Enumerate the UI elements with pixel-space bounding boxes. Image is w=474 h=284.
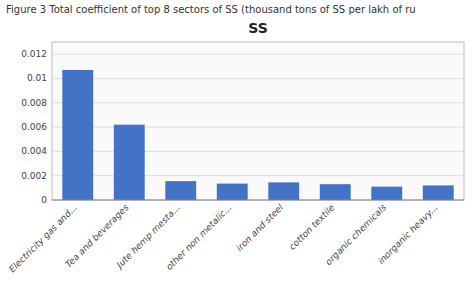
y-tick-label: 0.008	[21, 98, 47, 108]
x-axis: Electricity gas and...Tea and beveragesJ…	[7, 202, 440, 274]
bar	[423, 185, 454, 200]
x-tick-label: cotton textile	[287, 202, 337, 252]
x-tick-label: iron and steel	[234, 202, 285, 253]
chart: Figure 3 Total coefficient of top 8 sect…	[0, 0, 474, 284]
grid-line	[52, 102, 464, 103]
bar	[371, 187, 402, 200]
bar	[114, 125, 145, 200]
y-tick-label: 0.01	[27, 73, 47, 83]
bar	[268, 182, 299, 200]
y-tick-label: 0.002	[21, 171, 47, 181]
chart-container: Figure 3 Total coefficient of top 8 sect…	[0, 0, 474, 284]
x-tick-label: other non metalic...	[164, 202, 234, 272]
y-tick-label: 0.012	[21, 49, 47, 59]
subtitle: Figure 3 Total coefficient of top 8 sect…	[6, 4, 416, 15]
title: SS	[248, 20, 268, 36]
bars	[62, 70, 453, 200]
bar	[165, 181, 196, 200]
plot-frame	[52, 42, 464, 200]
y-tick-label: 0.004	[21, 146, 47, 156]
bar	[320, 184, 351, 200]
y-tick-label: 0.006	[21, 122, 47, 132]
x-tick-label: inorganic heavy...	[376, 202, 440, 266]
bar	[62, 70, 93, 200]
grid-line	[52, 200, 464, 201]
grid-line	[52, 78, 464, 79]
bar	[217, 184, 248, 200]
grid-line	[52, 54, 464, 55]
y-axis: 0 0.002 0.004 0.006 0.008 0.01 0.012	[21, 49, 464, 205]
y-tick-label: 0	[41, 195, 47, 205]
x-axis-line	[52, 200, 464, 201]
